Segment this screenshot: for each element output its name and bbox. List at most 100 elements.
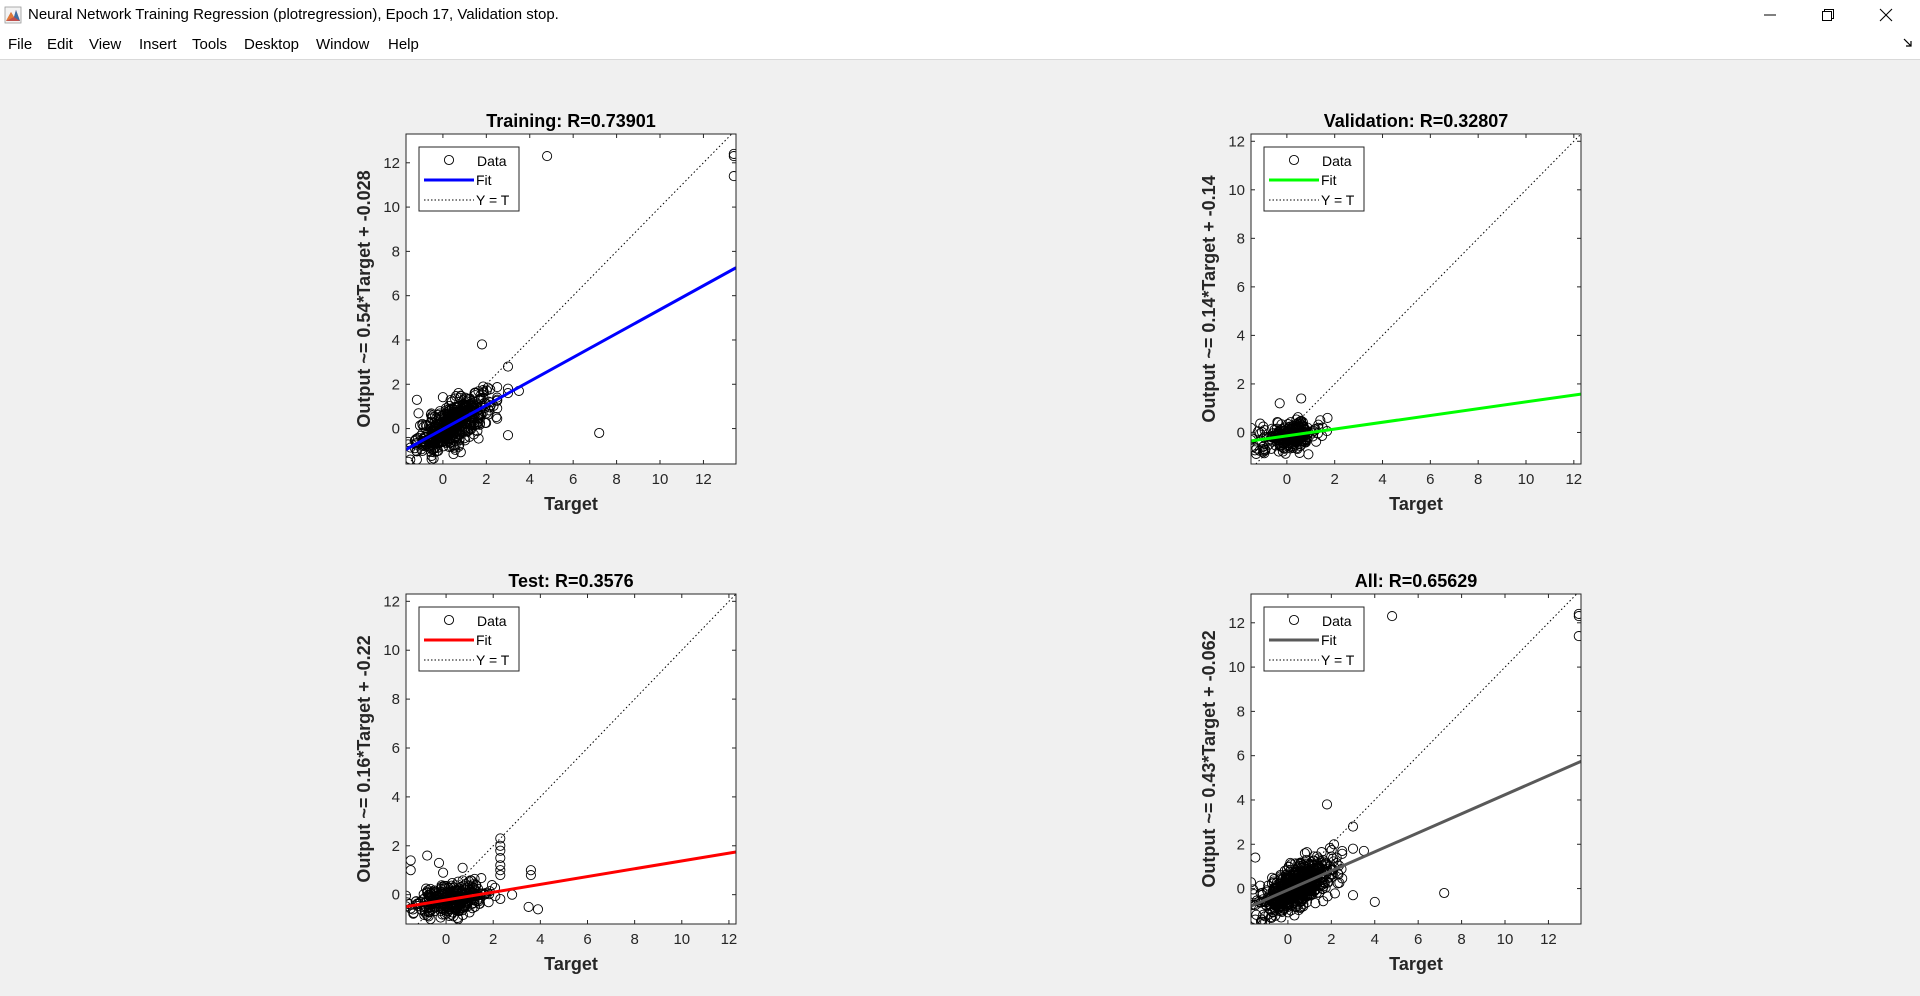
data-point — [1251, 900, 1261, 911]
data-point — [1323, 877, 1334, 888]
data-point — [1282, 864, 1293, 875]
dock-arrow-icon[interactable] — [1902, 36, 1914, 48]
fit-line — [1251, 392, 1581, 443]
plot-title: Training: R=0.73901 — [486, 111, 656, 131]
data-point — [1288, 438, 1300, 449]
x-tick-label: 8 — [612, 471, 620, 488]
data-point — [437, 392, 448, 403]
y-tick-label: 10 — [1228, 659, 1245, 676]
plot-content — [406, 134, 736, 464]
data-point — [481, 408, 492, 419]
x-tick-label: 0 — [439, 471, 447, 488]
y-tick-label: 0 — [1237, 881, 1245, 898]
x-tick-label: 2 — [482, 471, 490, 488]
axes-box — [405, 593, 737, 925]
close-icon — [1879, 8, 1893, 22]
data-point — [1317, 857, 1328, 868]
legend[interactable]: Data Fit Y = T — [1263, 146, 1365, 212]
y-tick-label: 2 — [1237, 376, 1245, 393]
menu-help[interactable]: Help — [388, 36, 419, 53]
data-point — [1326, 845, 1337, 856]
x-tick-label: 2 — [1327, 931, 1335, 948]
data-point — [1573, 611, 1581, 622]
data-point — [478, 381, 489, 392]
data-point — [1293, 868, 1304, 879]
data-point — [502, 430, 514, 441]
minimize-button[interactable] — [1741, 0, 1799, 30]
data-point — [455, 390, 466, 401]
data-point — [470, 388, 481, 399]
data-point — [464, 399, 475, 410]
axes-box — [405, 133, 737, 465]
data-point — [525, 865, 536, 876]
close-button[interactable] — [1857, 0, 1915, 30]
restore-button[interactable] — [1799, 0, 1857, 30]
menu-edit[interactable]: Edit — [47, 36, 73, 53]
y-tick-label: 8 — [392, 691, 400, 708]
data-point — [728, 148, 736, 159]
x-tick-label: 4 — [526, 471, 534, 488]
data-point — [1439, 887, 1450, 899]
legend[interactable]: Data Fit Y = T — [1263, 606, 1365, 672]
data-point — [1296, 393, 1307, 404]
data-point — [1310, 885, 1321, 896]
legend-label-identity: Y = T — [1321, 652, 1355, 668]
x-tick-label: 6 — [1426, 471, 1434, 488]
legend-label-data: Data — [477, 613, 507, 629]
window-title: Neural Network Training Regression (plot… — [28, 6, 559, 23]
menu-window[interactable]: Window — [316, 36, 370, 53]
menu-desktop[interactable]: Desktop — [244, 36, 300, 53]
axes-box — [1250, 593, 1582, 925]
data-point — [476, 873, 487, 884]
legend-data-marker — [443, 154, 455, 166]
y-tick-label: 10 — [383, 199, 400, 216]
data-point — [492, 413, 503, 424]
data-point — [406, 442, 416, 453]
menu-tools[interactable]: Tools — [192, 36, 228, 53]
y-axis-label: Output ~= 0.16*Target + -0.22 — [354, 635, 374, 882]
menu-file[interactable]: File — [8, 36, 33, 53]
x-axis-label: Target — [1389, 954, 1443, 974]
x-tick-label: 12 — [695, 471, 712, 488]
menu-view[interactable]: View — [89, 36, 122, 53]
data-point — [457, 910, 468, 921]
data-point — [594, 427, 605, 439]
data-point — [1319, 858, 1330, 870]
legend[interactable]: Data Fit Y = T — [418, 606, 520, 672]
data-point — [728, 171, 736, 182]
legend-label-data: Data — [1322, 613, 1352, 629]
data-point — [1270, 440, 1281, 451]
data-point — [1299, 848, 1310, 859]
data-point — [423, 906, 434, 917]
identity-line — [1252, 594, 1578, 924]
data-point — [1301, 891, 1312, 902]
data-point — [1311, 436, 1322, 447]
legend-data-marker — [1288, 614, 1300, 626]
legend-label-fit: Fit — [476, 172, 492, 188]
y-tick-label: 12 — [383, 155, 400, 172]
data-point — [1285, 857, 1296, 868]
data-point — [413, 408, 424, 419]
data-point — [1283, 907, 1294, 918]
data-point — [467, 903, 478, 914]
data-point — [532, 904, 544, 915]
x-tick-label: 12 — [1565, 471, 1582, 488]
data-point — [473, 413, 484, 424]
menu-insert[interactable]: Insert — [139, 36, 177, 53]
x-tick-label: 8 — [1457, 931, 1465, 948]
data-point — [1321, 799, 1333, 810]
data-point — [1296, 415, 1307, 426]
legend[interactable]: Data Fit Y = T — [418, 146, 520, 212]
y-tick-label: 4 — [392, 789, 400, 806]
data-point — [495, 860, 506, 871]
data-point — [495, 893, 506, 905]
data-point — [457, 862, 468, 873]
legend-label-fit: Fit — [476, 632, 492, 648]
data-point — [1298, 862, 1309, 873]
y-axis-label: Output ~= 0.54*Target + -0.028 — [354, 170, 374, 427]
x-axis-label: Target — [1389, 494, 1443, 514]
data-point — [1280, 869, 1291, 880]
identity-line — [407, 134, 733, 464]
data-point — [1295, 901, 1306, 912]
data-point — [495, 865, 506, 876]
